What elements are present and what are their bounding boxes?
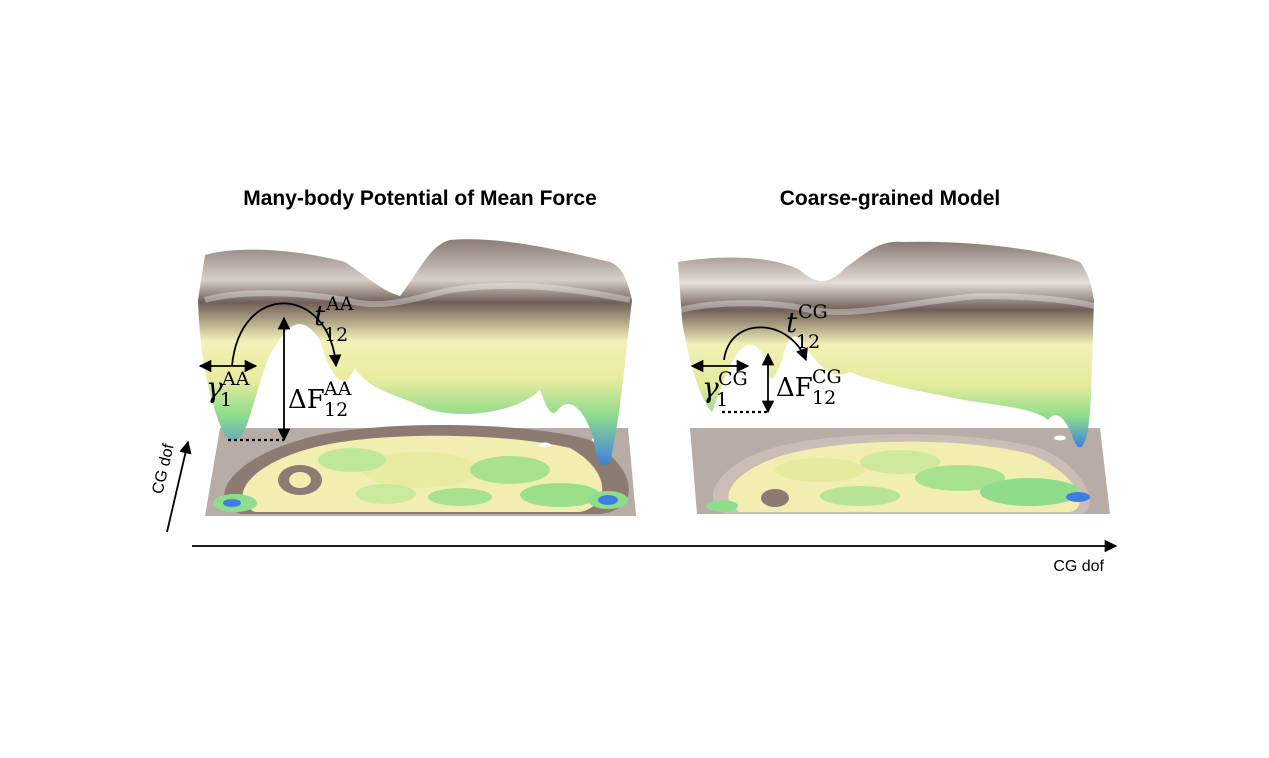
right-barrier-sub: 12 bbox=[812, 387, 836, 409]
right-friction-sub: 1 bbox=[716, 389, 728, 411]
right-energy-surface bbox=[678, 241, 1094, 448]
title-left: Many-body Potential of Mean Force bbox=[243, 187, 597, 210]
y-axis-label: CG dof bbox=[150, 442, 178, 496]
left-friction-sup: AA bbox=[221, 368, 250, 390]
left-rate-sup: AA bbox=[325, 293, 354, 315]
right-rate-sup: CG bbox=[798, 301, 828, 323]
right-friction-symbol: γ bbox=[702, 371, 719, 404]
title-right: Coarse-grained Model bbox=[780, 187, 1001, 210]
left-rate-label: t 12 AA bbox=[314, 293, 354, 346]
left-rate-symbol: t bbox=[314, 299, 326, 332]
left-rate-arrow bbox=[231, 302, 342, 368]
right-panel: t 12 CG γ 1 CG ΔF 12 CG bbox=[678, 241, 1110, 514]
left-friction-symbol: γ bbox=[206, 371, 223, 404]
right-barrier-label: ΔF 12 CG bbox=[776, 366, 842, 409]
right-rate-label: t 12 CG bbox=[786, 301, 828, 353]
right-barrier-symbol: ΔF bbox=[776, 373, 813, 403]
right-friction-sup: CG bbox=[718, 368, 748, 390]
x-axis-label: CG dof bbox=[1053, 558, 1104, 575]
left-barrier-label: ΔF 12 AA bbox=[288, 378, 352, 421]
left-panel: t 12 AA γ 1 AA ΔF 12 AA bbox=[198, 239, 636, 516]
right-rate-arrow bbox=[723, 326, 808, 362]
right-rate-sub: 12 bbox=[796, 331, 820, 353]
left-friction-label: γ 1 AA bbox=[206, 368, 250, 411]
left-rate-sub: 12 bbox=[324, 324, 348, 346]
y-axis-arrow bbox=[166, 440, 192, 533]
right-friction-label: γ 1 CG bbox=[702, 368, 748, 411]
left-barrier-sub: 12 bbox=[324, 399, 348, 421]
left-friction-sub: 1 bbox=[220, 389, 232, 411]
right-barrier-sup: CG bbox=[812, 366, 842, 388]
right-rate-symbol: t bbox=[786, 306, 798, 339]
left-energy-surface bbox=[198, 239, 632, 466]
left-barrier-sup: AA bbox=[323, 378, 352, 400]
left-barrier-symbol: ΔF bbox=[288, 385, 325, 415]
right-contour-map bbox=[690, 428, 1110, 514]
left-contour-map bbox=[205, 425, 636, 516]
